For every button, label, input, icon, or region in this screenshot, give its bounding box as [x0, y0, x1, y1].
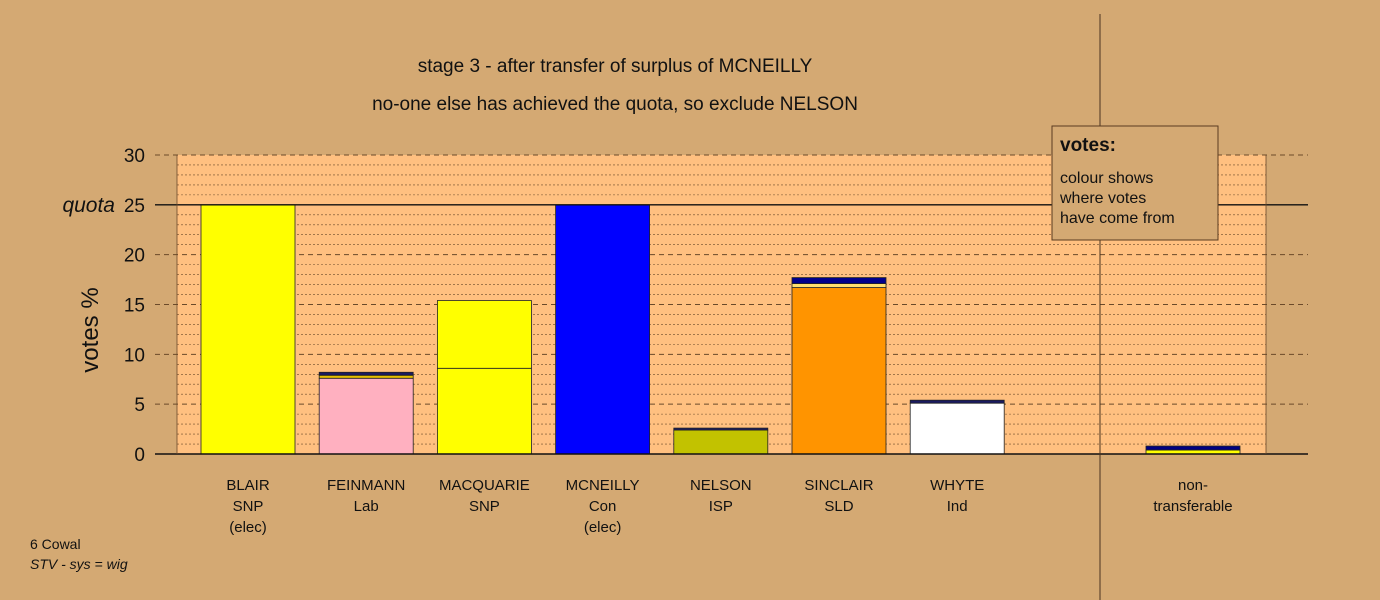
category-label-mcneilly: MCNEILLY: [566, 477, 640, 494]
bar-segment-feinmann: [318, 377, 414, 455]
footer-constituency: 6 Cowal: [30, 536, 81, 552]
bar-segment-mcneilly: [555, 204, 650, 455]
y-tick-label: 30: [124, 146, 145, 167]
category-label-sinclair: SINCLAIR: [804, 477, 873, 494]
y-tick-label: 5: [134, 395, 145, 416]
bar-segment-sinclair: [791, 283, 887, 288]
bar-segment-nontransferable: [1145, 445, 1241, 451]
category-labels: BLAIR SNP (elec) FEINMANN Lab MACQUARIE SNP MCN…: [226, 477, 1232, 536]
category-label-macquarie: MACQUARIE: [439, 477, 530, 494]
category-label-whyte: Ind: [947, 498, 968, 515]
category-label-nontransferable: transferable: [1153, 498, 1232, 515]
legend-line: have come from: [1060, 210, 1175, 227]
category-label-nelson: NELSON: [690, 477, 752, 494]
bar-segment-nelson: [673, 427, 769, 431]
y-tick-label: 25: [124, 196, 145, 217]
bar-segment-sinclair: [791, 287, 887, 455]
category-label-whyte: WHYTE: [930, 477, 984, 494]
footer-system: STV - sys = wig: [30, 556, 128, 572]
bar-segment-whyte: [909, 399, 1005, 404]
bar-segment-macquarie: [436, 300, 532, 369]
bar-segment-nelson: [673, 429, 769, 455]
legend-line: where votes: [1059, 190, 1146, 207]
category-label-feinmann: FEINMANN: [327, 477, 405, 494]
bar-segment-whyte: [909, 402, 1005, 455]
y-tick-labels: 0 5 10 15 20 25 30: [124, 146, 145, 466]
y-axis-label: votes %: [77, 287, 104, 372]
legend-box: votes: colour shows where votes have com…: [1051, 125, 1219, 241]
category-label-nelson: ISP: [709, 498, 733, 515]
category-label-mcneilly: (elec): [584, 519, 622, 536]
legend-title: votes:: [1060, 135, 1116, 156]
quota-label: quota: [62, 194, 115, 217]
y-tick-label: 20: [124, 246, 145, 267]
category-label-nontransferable: non-: [1178, 477, 1208, 494]
category-label-blair: SNP: [233, 498, 264, 515]
bar-segment-sinclair: [791, 277, 887, 284]
bar-segment-feinmann: [318, 374, 414, 379]
category-label-feinmann: Lab: [354, 498, 379, 515]
category-label-sinclair: SLD: [824, 498, 853, 515]
chart-subtitle: no-one else has achieved the quota, so e…: [372, 94, 858, 115]
category-label-mcneilly: Con: [589, 498, 617, 515]
legend-line: colour shows: [1060, 170, 1153, 187]
chart-title: stage 3 - after transfer of surplus of M…: [418, 56, 813, 77]
category-label-blair: BLAIR: [226, 477, 270, 494]
y-tick-label: 15: [124, 296, 145, 317]
y-tick-label: 0: [134, 445, 145, 466]
category-label-macquarie: SNP: [469, 498, 500, 515]
bars: [200, 204, 1241, 455]
bar-segment-feinmann: [318, 371, 414, 376]
bar-segment-macquarie: [436, 367, 532, 455]
category-label-blair: (elec): [229, 519, 267, 536]
y-tick-label: 10: [124, 345, 145, 366]
bar-segment-blair: [200, 204, 296, 455]
